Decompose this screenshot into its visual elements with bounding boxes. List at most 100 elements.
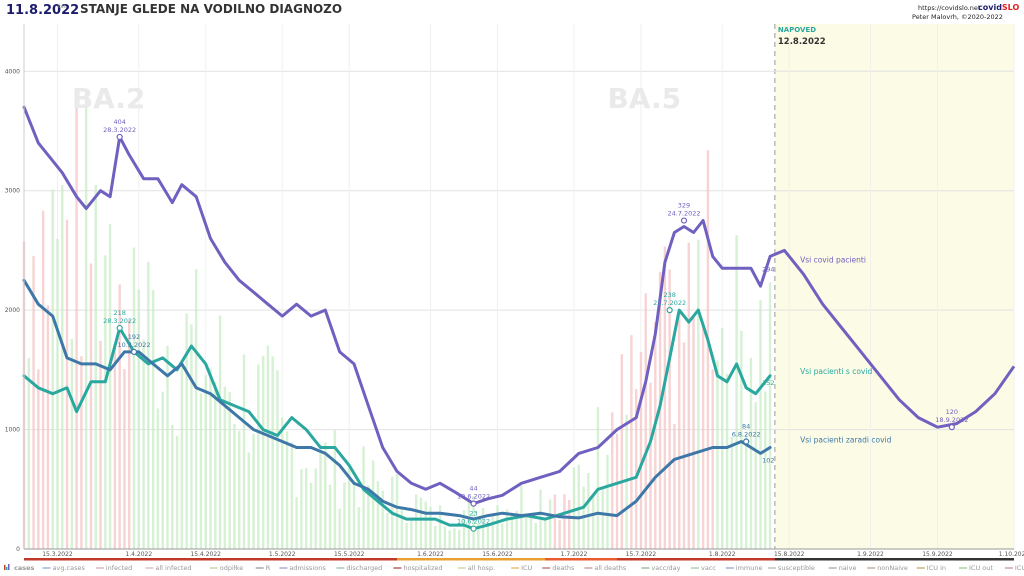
legend-label: naive <box>839 564 857 572</box>
case-bar <box>462 510 466 549</box>
legend-label: ICU out <box>969 564 993 572</box>
case-bar <box>104 255 107 550</box>
case-bar <box>70 339 74 549</box>
variant-label: BA.5 <box>607 82 681 115</box>
case-bar <box>295 497 298 549</box>
legend-item-deaths[interactable]: deaths <box>542 564 575 572</box>
series-line-1 <box>22 105 772 506</box>
case-bar <box>639 352 643 549</box>
legend-item-icu-deaths[interactable]: ICU deaths <box>1004 564 1024 572</box>
legend-item-all-hosp-[interactable]: all hosp. <box>457 564 495 572</box>
legend-item-r[interactable]: R <box>255 564 271 572</box>
legend-item-avg-cases[interactable]: avg.cases <box>42 564 86 572</box>
case-bar <box>247 452 250 549</box>
case-bar <box>611 412 614 549</box>
page-title: STANJE GLEDE NA VODILNO DIAGNOZO <box>80 2 342 16</box>
legend-item-discharged[interactable]: discharged <box>336 564 382 572</box>
timeline-strip-segment <box>397 558 546 561</box>
case-bar <box>548 499 552 549</box>
case-bar <box>697 239 700 549</box>
x-tick-label: 1.10.2022 <box>999 551 1024 558</box>
legend-item-all-infected[interactable]: all infected <box>145 564 192 572</box>
case-bar <box>261 355 265 549</box>
legend-item-odpi-ke[interactable]: odpiłke <box>209 564 243 572</box>
annotation-value: 23 <box>469 510 477 518</box>
legend-label: all infected <box>155 564 191 572</box>
case-bar <box>673 423 676 549</box>
timeline-strip-segment <box>545 558 618 561</box>
case-bar <box>524 517 528 549</box>
case-bar <box>147 261 150 549</box>
annotation-value: 44 <box>469 485 477 493</box>
case-bar <box>27 357 30 549</box>
series-name-3: Vsi pacienti zaradi covid <box>800 435 892 444</box>
annotation-marker <box>470 525 477 532</box>
case-bar <box>32 256 35 549</box>
case-bar <box>381 490 384 549</box>
case-bar <box>276 370 279 549</box>
legend-item-vacc[interactable]: vacc <box>691 564 716 572</box>
case-bar <box>46 305 50 549</box>
case-bar <box>577 464 580 549</box>
brand-logo[interactable]: covidSLO <box>978 3 1019 12</box>
legend-item-susceptible[interactable]: susceptible <box>768 564 815 572</box>
legend-label: admissions <box>289 564 326 572</box>
case-bar <box>252 433 255 549</box>
case-bar <box>94 185 97 549</box>
brand-main[interactable]: covid <box>978 3 1002 12</box>
source-url: https://covidslo.net <box>918 4 981 12</box>
case-bar <box>534 523 537 549</box>
legend-item-immune[interactable]: immune <box>725 564 763 572</box>
legend-label: vacc <box>701 564 716 572</box>
case-bar <box>352 480 356 549</box>
case-bar <box>486 525 490 549</box>
case-bar <box>37 369 40 549</box>
case-bar <box>481 507 485 549</box>
case-bar <box>304 467 308 549</box>
case-bar <box>721 328 724 549</box>
legend-item-nonnaive[interactable]: nonNaive <box>867 564 908 572</box>
legend-item-icu-in[interactable]: ICU in <box>916 564 946 572</box>
case-bar <box>228 391 231 549</box>
case-bar <box>716 360 719 549</box>
case-bar <box>568 499 571 549</box>
case-bar <box>281 417 284 549</box>
case-bar <box>730 436 734 549</box>
author-credit: Peter Malovrh, ©2020-2022 <box>912 13 1003 21</box>
y-tick-label: 3000 <box>5 188 20 195</box>
case-bar <box>615 433 619 549</box>
legend-item-vacc-day[interactable]: vacc/day <box>641 564 681 572</box>
annotation-date: 10.3.2022 <box>117 341 150 349</box>
case-bar <box>630 335 633 549</box>
annotation-marker <box>116 324 123 332</box>
legend-item-all-deaths[interactable]: all deaths <box>584 564 627 572</box>
legend-item-cases[interactable]: cases <box>4 564 35 572</box>
x-tick-label: 1.5.2022 <box>269 551 296 558</box>
case-bar <box>233 423 236 549</box>
x-tick-label: 1.8.2022 <box>709 551 736 558</box>
case-bar <box>362 446 365 549</box>
brand-accent[interactable]: SLO <box>1002 3 1020 12</box>
case-bar <box>735 235 738 549</box>
case-bar <box>448 530 451 549</box>
legend-label: all hosp. <box>468 564 495 572</box>
legend-item-admissions[interactable]: admissions <box>279 564 326 572</box>
legend-icon-bar <box>8 564 10 570</box>
legend-item-icu-out[interactable]: ICU out <box>959 564 993 572</box>
series-name-1: Vsi covid pacienti <box>800 255 866 264</box>
case-bar <box>89 263 93 549</box>
case-bar <box>634 389 638 549</box>
case-bar <box>257 364 260 549</box>
case-bar <box>204 375 207 549</box>
legend-item-hospitalized[interactable]: hospitalized <box>393 564 443 572</box>
legend-item-infected[interactable]: infected <box>95 564 132 572</box>
case-bar <box>218 315 222 549</box>
case-bar <box>505 509 509 549</box>
case-bar <box>367 485 370 549</box>
legend-item-icu[interactable]: ICU <box>511 564 533 572</box>
legend-item-naive[interactable]: naive <box>828 564 857 572</box>
annotation-value: 329 <box>678 202 690 210</box>
case-bar <box>764 391 767 549</box>
case-bar <box>209 368 212 549</box>
